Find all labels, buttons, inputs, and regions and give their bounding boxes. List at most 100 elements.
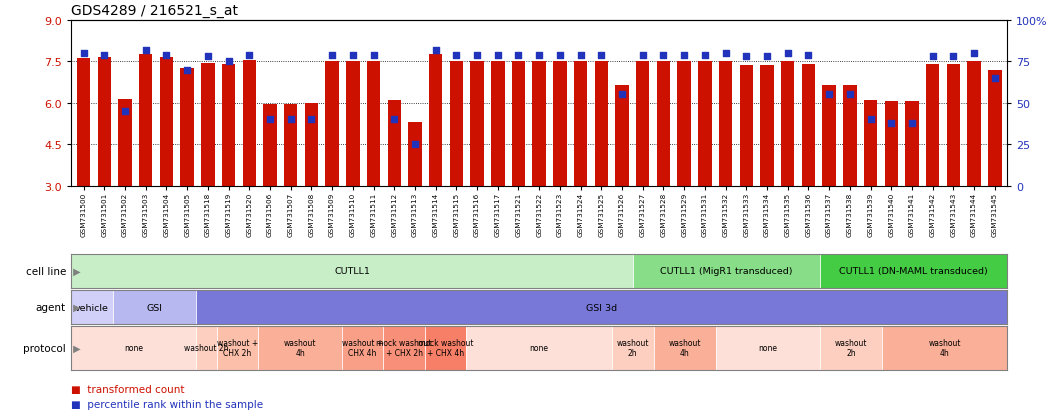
Point (448, 52, 465, 59)
Bar (820, 254, 1007, 288)
Point (614, 92, 630, 98)
Point (655, 52, 672, 59)
Bar (946, 65, 960, 186)
Point (489, 52, 506, 59)
Bar (906, 102, 918, 186)
Bar (883, 326, 1007, 370)
Point (552, 52, 569, 59)
Point (904, 120, 920, 127)
Bar (387, 101, 401, 186)
Bar (118, 99, 132, 186)
Bar (632, 254, 820, 288)
Text: ▶: ▶ (70, 343, 81, 353)
Point (925, 54, 941, 60)
Bar (341, 326, 383, 370)
Bar (533, 62, 545, 186)
Bar (653, 326, 716, 370)
Point (324, 52, 340, 59)
Bar (347, 62, 359, 186)
Bar (760, 66, 774, 186)
Point (116, 109, 133, 115)
Point (303, 117, 319, 123)
Bar (885, 102, 898, 186)
Bar (843, 85, 856, 186)
Text: cell line: cell line (25, 266, 66, 276)
Text: GDS4289 / 216521_s_at: GDS4289 / 216521_s_at (71, 4, 239, 18)
Bar (512, 62, 526, 186)
Point (883, 120, 899, 127)
Point (634, 52, 651, 59)
Text: washout +
CHX 4h: washout + CHX 4h (341, 338, 383, 358)
Point (717, 50, 734, 57)
Bar (988, 70, 1002, 186)
Text: washout
2h: washout 2h (617, 338, 649, 358)
Text: CUTLL1: CUTLL1 (334, 267, 370, 276)
Bar (201, 64, 215, 186)
Text: washout +
CHX 2h: washout + CHX 2h (217, 338, 259, 358)
Point (573, 52, 589, 59)
Bar (716, 326, 820, 370)
Text: CUTLL1 (MigR1 transduced): CUTLL1 (MigR1 transduced) (661, 267, 793, 276)
Text: ▶: ▶ (70, 302, 81, 312)
Bar (612, 326, 653, 370)
Bar (259, 326, 341, 370)
Bar (160, 58, 173, 186)
Point (262, 117, 279, 123)
Bar (574, 62, 587, 186)
Point (986, 75, 1003, 82)
Bar (470, 62, 484, 186)
Bar (217, 326, 259, 370)
Bar (491, 62, 505, 186)
Bar (180, 69, 194, 186)
Bar (636, 62, 649, 186)
Text: none: none (125, 344, 143, 352)
Point (137, 47, 154, 54)
Text: ▶: ▶ (70, 266, 81, 276)
Bar (553, 62, 566, 186)
Bar (366, 62, 380, 186)
Text: CUTLL1 (DN-MAML transduced): CUTLL1 (DN-MAML transduced) (840, 267, 988, 276)
Text: mock washout
+ CHX 2h: mock washout + CHX 2h (376, 338, 431, 358)
Bar (71, 290, 113, 324)
Point (842, 92, 859, 98)
Point (738, 54, 755, 60)
Text: protocol: protocol (23, 343, 66, 353)
Bar (408, 123, 422, 186)
Point (179, 67, 196, 74)
Text: none: none (530, 344, 549, 352)
Point (344, 52, 361, 59)
Bar (196, 290, 1007, 324)
Bar (656, 62, 670, 186)
Bar (429, 55, 443, 186)
Point (220, 59, 237, 65)
Text: mock washout
+ CHX 4h: mock washout + CHX 4h (418, 338, 473, 358)
Bar (305, 103, 318, 186)
Bar (425, 326, 466, 370)
Bar (822, 85, 836, 186)
Text: GSI 3d: GSI 3d (586, 303, 617, 312)
Bar (719, 62, 732, 186)
Text: washout
4h: washout 4h (929, 338, 961, 358)
Text: vehicle: vehicle (75, 303, 109, 312)
Bar (383, 326, 425, 370)
Point (862, 117, 878, 123)
Point (386, 117, 403, 123)
Point (531, 52, 548, 59)
Point (821, 92, 838, 98)
Point (675, 52, 692, 59)
Point (427, 47, 444, 54)
Bar (967, 62, 981, 186)
Point (158, 52, 175, 59)
Bar (263, 105, 276, 186)
Bar (196, 326, 217, 370)
Point (510, 52, 527, 59)
Bar (739, 66, 753, 186)
Text: agent: agent (36, 302, 66, 312)
Text: washout
4h: washout 4h (284, 338, 316, 358)
Bar (466, 326, 612, 370)
Bar (139, 55, 153, 186)
Point (759, 54, 776, 60)
Bar (698, 62, 712, 186)
Point (779, 50, 796, 57)
Point (365, 52, 382, 59)
